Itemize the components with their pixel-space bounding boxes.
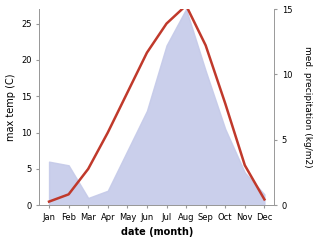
- Y-axis label: max temp (C): max temp (C): [5, 73, 16, 141]
- X-axis label: date (month): date (month): [121, 227, 193, 237]
- Y-axis label: med. precipitation (kg/m2): med. precipitation (kg/m2): [303, 46, 313, 168]
